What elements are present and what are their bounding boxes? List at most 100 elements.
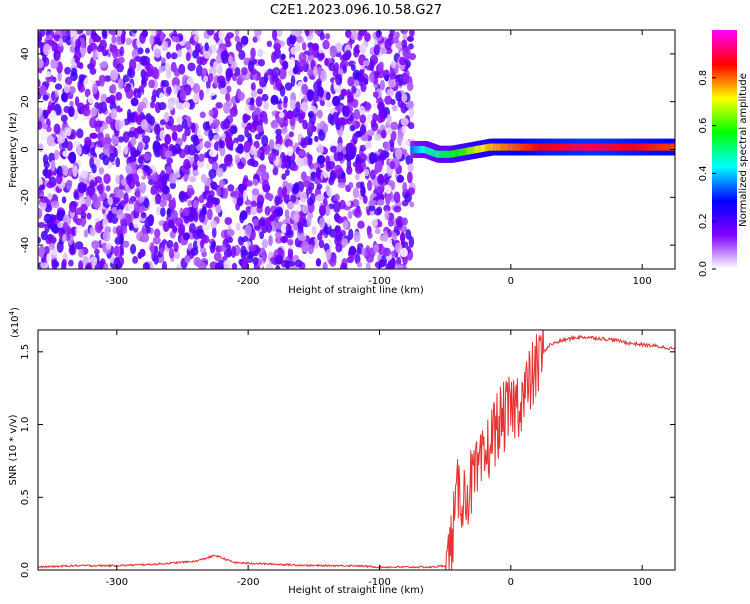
spectrogram-cell: [401, 138, 410, 150]
spectrogram-cell: [70, 57, 77, 66]
spectrogram-cell: [166, 207, 172, 218]
spectrogram-cell: [179, 89, 187, 101]
spectrogram-cell: [103, 173, 111, 184]
spectrogram-cell: [193, 34, 200, 42]
spectrogram-cell: [38, 34, 43, 43]
spectrogram-cell: [108, 152, 115, 163]
spectrogram-cell: [312, 43, 319, 52]
spectrogram-cell: [208, 168, 217, 179]
spectrogram-cell: [301, 41, 307, 51]
spectrogram-cell: [221, 208, 227, 217]
spectrogram-cell: [206, 163, 211, 170]
spectrogram-cell: [386, 228, 392, 238]
spectrogram-cell: [296, 36, 304, 44]
spectrogram-cell: [237, 161, 245, 170]
spectrogram-cell: [216, 167, 224, 178]
spectrogram-cell: [173, 143, 181, 155]
spectrogram-cell: [276, 30, 283, 38]
spectrogram-cell: [168, 248, 175, 259]
spectrogram-cell: [211, 107, 219, 119]
spectrogram-cell: [206, 30, 215, 36]
spectrogram-cell: [146, 67, 154, 78]
spectrogram-cell: [353, 208, 362, 219]
spectrogram-cell: [385, 194, 391, 206]
spectrogram-cell: [307, 244, 314, 255]
spectrogram-cell: [306, 215, 312, 228]
spectrogram-cell: [377, 102, 385, 111]
spectrogram-cell: [400, 231, 406, 243]
spectrogram-cell: [279, 85, 286, 97]
spectrogram-cell: [278, 67, 287, 80]
spectrogram-cell: [226, 229, 235, 237]
spectrogram-cell: [316, 86, 324, 97]
spectrogram-cell: [214, 197, 221, 206]
spectrogram-cell: [78, 248, 85, 258]
spectrogram-cell: [40, 196, 49, 204]
spectrogram-cell: [157, 184, 164, 193]
spectrogram-cell: [401, 73, 410, 84]
spectrogram-cell: [135, 188, 141, 199]
spectrogram-cell: [375, 30, 382, 38]
spectrogram-cell: [65, 127, 72, 137]
spectrogram-cell: [38, 236, 41, 244]
spectrogram-cell: [155, 206, 162, 215]
spectrogram-cell: [199, 111, 206, 119]
spectrogram-cell: [148, 214, 154, 227]
spectrogram-cell: [252, 178, 259, 186]
spectrogram-cell: [302, 119, 308, 130]
spectrogram-cell: [284, 209, 290, 219]
spectrogram-cell: [94, 221, 103, 234]
spectrogram-cell: [166, 86, 172, 95]
spectrogram-cell: [112, 49, 119, 59]
spectrogram-cell: [149, 101, 156, 109]
spectrogram-y-ticks: -40 -20 0 20 40: [20, 48, 675, 253]
spectrogram-cell: [390, 121, 399, 131]
spectrogram-cell: [384, 185, 392, 195]
spectrogram-cell: [54, 83, 63, 90]
spectrogram-cell: [52, 76, 57, 83]
spectrogram-cell: [250, 200, 257, 208]
spectrogram-cell: [192, 199, 199, 209]
spectrogram-cell: [201, 234, 210, 244]
spectrogram-cell: [169, 173, 177, 184]
spectrogram-cell: [70, 243, 75, 255]
spectrogram-cell: [381, 52, 388, 65]
spectrogram-cell: [313, 30, 322, 35]
spectrogram-cell: [91, 106, 98, 117]
spectrogram-cell: [173, 241, 179, 253]
spectrogram-cell: [111, 35, 117, 44]
spectrogram-cell: [107, 211, 113, 220]
spectrogram-cell: [231, 262, 238, 269]
spectrogram-cell: [306, 90, 314, 102]
spectrogram-cell: [373, 243, 380, 254]
spectrogram-cell: [38, 184, 46, 191]
spectrogram-cell: [226, 32, 235, 39]
spectrogram-cell: [342, 52, 351, 61]
spectrogram-cell: [164, 63, 171, 72]
spectrogram-cell: [409, 201, 415, 208]
spectrogram-cell: [274, 143, 282, 151]
spectrogram-cell: [364, 141, 372, 149]
spectrogram-cell: [249, 146, 257, 156]
spectrogram-cell: [244, 224, 252, 237]
spectrogram-cell: [242, 189, 248, 202]
spectrogram-cell: [144, 47, 150, 54]
x-tick-label: -200: [237, 276, 260, 287]
spectrogram-cell: [128, 222, 134, 231]
spectrogram-cell: [63, 83, 71, 94]
spectrogram-cell: [132, 255, 139, 264]
spectrogram-cell: [218, 30, 224, 40]
spectrogram-cell: [317, 144, 324, 155]
spectrogram-cell: [57, 222, 64, 229]
spectrogram-cell: [266, 40, 273, 48]
spectrogram-cell: [391, 104, 398, 112]
spectrogram-cell: [102, 154, 110, 166]
figure-title: C2E1.2023.096.10.58.G27: [270, 3, 442, 18]
spectrogram-cell: [105, 185, 111, 192]
spectrogram-cell: [325, 248, 332, 261]
spectrogram-cell: [371, 219, 379, 228]
spectrogram-cell: [263, 117, 269, 125]
spectrogram-cell: [350, 30, 359, 41]
spectrogram-cell: [116, 208, 124, 218]
spectrogram-cell: [223, 259, 232, 269]
